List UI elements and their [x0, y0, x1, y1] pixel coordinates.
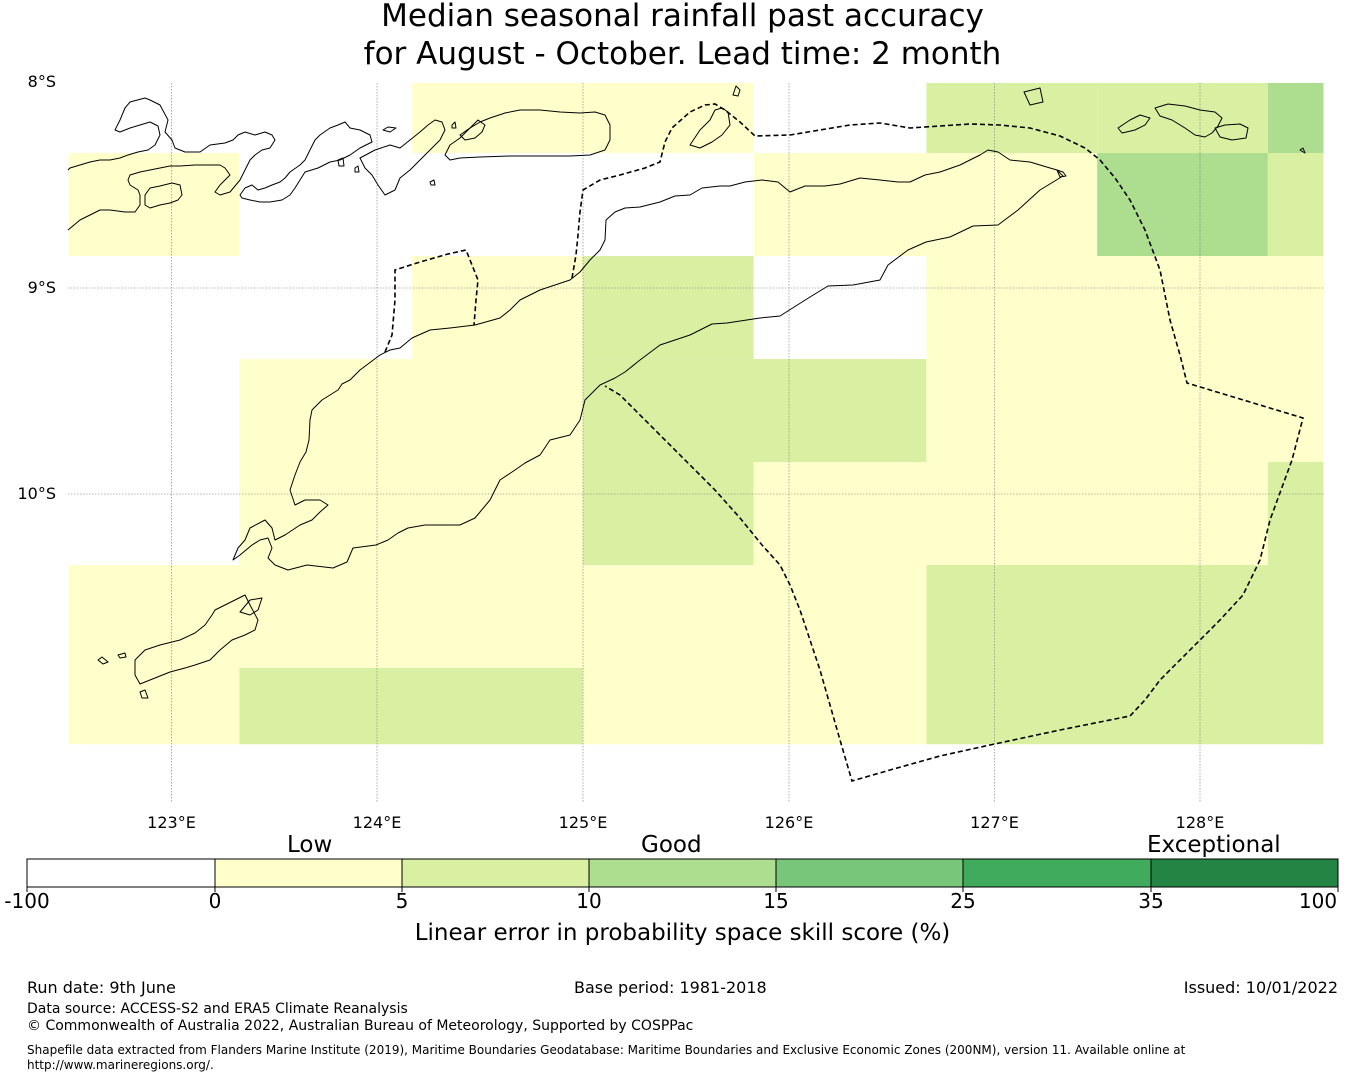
- colorbar-category-exceptional: Exceptional: [1147, 832, 1281, 858]
- grid-cell-skill-10-15: [1097, 153, 1268, 257]
- map-title-line-2: for August - October. Lead time: 2 month: [363, 36, 1002, 72]
- grid-cell-skill-10-15: [1267, 83, 1324, 154]
- colorbar-segment-15-25: [776, 859, 963, 887]
- colorbar-ticks: [26, 887, 1339, 892]
- colorbar-segment-10-15: [589, 859, 776, 887]
- grid-cell-skill-5-10: [239, 668, 583, 745]
- colorbar: [26, 858, 1339, 892]
- shapefile-credit-line-1: Shapefile data extracted from Flanders M…: [27, 1043, 1186, 1057]
- colorbar-tick-label: 5: [395, 889, 409, 913]
- colorbar-segment-minus100-0: [27, 859, 215, 887]
- grid-cell-skill-5-10: [582, 359, 927, 463]
- coastline-moa: [1117, 114, 1151, 134]
- colorbar-segment-5-10: [402, 859, 589, 887]
- colorbar-outline: [26, 858, 1339, 888]
- lat-label-10s: 10°S: [17, 484, 56, 503]
- colorbar-tick-label: 35: [1138, 889, 1164, 913]
- coastline-rote-west: [117, 652, 127, 659]
- lon-label-127e: 127°E: [970, 813, 1019, 832]
- grid-cell-skill-5-10: [1267, 462, 1324, 566]
- coastline-small-islet-2: [354, 165, 360, 173]
- colorbar-tick-label: -100: [4, 889, 50, 913]
- issued-date: Issued: 10/01/2022: [1183, 978, 1338, 997]
- grid-cell-skill-0-5: [239, 462, 583, 566]
- coastline-small-islet-5: [382, 126, 397, 133]
- skill-grid-cells: [68, 83, 1324, 745]
- colorbar-tick-label: 25: [950, 889, 976, 913]
- colorbar-tick-label: 15: [763, 889, 789, 913]
- colorbar-tick-label: 10: [576, 889, 602, 913]
- colorbar-axis-label: Linear error in probability space skill …: [414, 920, 951, 946]
- coastline-small-islet-3: [429, 179, 436, 186]
- grid-cell-skill-5-10: [1097, 83, 1268, 154]
- coastline-tiny-east: [1299, 147, 1306, 154]
- grid-cell-skill-0-5: [926, 359, 1324, 463]
- coastline-alor: [359, 119, 446, 196]
- colorbar-segment-0-5: [215, 859, 402, 887]
- coastline-savu-islet: [97, 656, 109, 665]
- colorbar-tick-label: 0: [208, 889, 222, 913]
- coastline-flores-south: [144, 182, 183, 209]
- colorbar-category-low: Low: [287, 832, 333, 858]
- map-figure: [26, 83, 1339, 892]
- coastline-alor-west: [239, 121, 373, 203]
- coastline-wetar-islet: [732, 85, 741, 97]
- copyright-notice: © Commonwealth of Australia 2022, Austra…: [27, 1018, 694, 1034]
- lon-label-123e: 123°E: [147, 813, 196, 832]
- grid-cell-skill-5-10: [926, 668, 1324, 745]
- grid-cell-skill-0-5: [926, 256, 1324, 360]
- coastline-jaco: [1056, 169, 1067, 178]
- coastline-leti: [1023, 87, 1044, 106]
- lon-label-126e: 126°E: [764, 813, 814, 832]
- grid-cell-skill-0-5: [239, 359, 583, 463]
- coastline-rote: [134, 594, 259, 685]
- coastline-pantar: [459, 119, 486, 141]
- coastline-flores: [67, 97, 276, 231]
- data-source: Data source: ACCESS-S2 and ERA5 Climate …: [27, 1001, 408, 1017]
- grid-cell-skill-0-5: [412, 83, 754, 154]
- coastline-lakor: [1154, 103, 1223, 138]
- map-title-line-1: Median seasonal rainfall past accuracy: [381, 0, 984, 34]
- run-date: Run date: 9th June: [27, 978, 176, 997]
- lat-label-8s: 8°S: [27, 72, 56, 91]
- grid-cell-skill-0-5: [68, 153, 240, 257]
- coastline-luang: [1214, 123, 1249, 141]
- lon-label-124e: 124°E: [352, 813, 402, 832]
- coastline-small-islet-1: [337, 157, 345, 167]
- colorbar-segment-25-35: [963, 859, 1151, 887]
- colorbar-segment-35-100: [1151, 859, 1338, 887]
- coastline-small-islet-4: [451, 121, 457, 129]
- coastline-ndana: [139, 689, 149, 699]
- grid-cell-skill-0-5: [753, 153, 927, 257]
- coastlines: [67, 85, 1306, 699]
- lon-label-125e: 125°E: [558, 813, 608, 832]
- grid-cell-skill-0-5: [926, 153, 1098, 257]
- eez-boundary-north: [571, 103, 1304, 782]
- lat-label-9s: 9°S: [27, 278, 56, 297]
- base-period: Base period: 1981-2018: [574, 978, 767, 997]
- colorbar-category-good: Good: [641, 832, 702, 858]
- colorbar-dividers: [214, 859, 1152, 887]
- grid-cell-skill-0-5: [582, 668, 927, 745]
- coastline-timor: [232, 149, 1064, 571]
- grid-cell-skill-5-10: [926, 83, 1098, 154]
- grid-cell-skill-5-10: [582, 256, 754, 360]
- grid-cell-skill-0-5: [68, 668, 240, 745]
- coastline-rote-north: [239, 597, 263, 616]
- graticule: [68, 83, 1324, 802]
- lon-label-128e: 128°E: [1175, 813, 1225, 832]
- grid-cell-skill-5-10: [926, 565, 1324, 669]
- maritime-boundaries: [384, 103, 1304, 782]
- colorbar-tick-label: 100: [1298, 889, 1338, 913]
- coastline-alor-east: [444, 109, 611, 161]
- eez-boundary-oecusse: [384, 249, 479, 353]
- grid-cell-skill-5-10: [582, 462, 754, 566]
- grid-cell-skill-0-5: [753, 462, 1268, 566]
- grid-cell-skill-0-5: [68, 565, 927, 669]
- grid-cell-skill-5-10: [1267, 153, 1324, 257]
- shapefile-credit-line-2: http://www.marineregions.org/.: [27, 1058, 214, 1072]
- grid-cell-skill-0-5: [412, 256, 583, 360]
